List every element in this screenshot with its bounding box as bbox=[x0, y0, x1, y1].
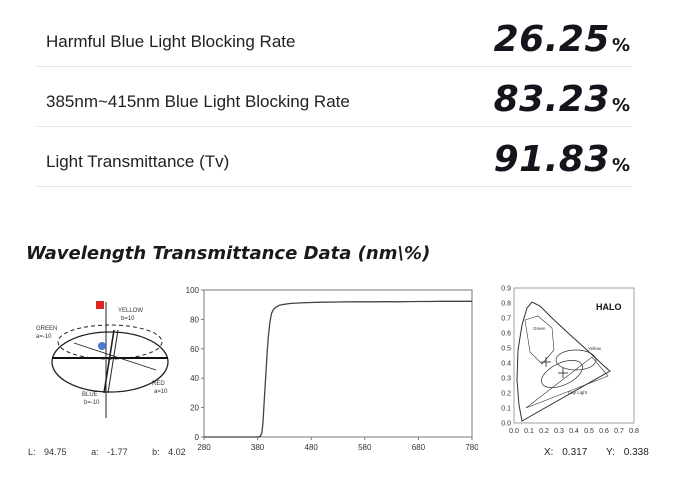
x-tick-label: 280 bbox=[197, 443, 211, 452]
x-tick-label: 680 bbox=[412, 443, 426, 452]
metric-value: 91.83% bbox=[494, 139, 630, 180]
cie-x-tick-label: 0.6 bbox=[599, 428, 609, 435]
inner-triangle bbox=[525, 356, 609, 409]
cie-x-tick-label: 0.1 bbox=[524, 428, 534, 435]
y-tick-label: 40 bbox=[190, 374, 199, 383]
yellow-label: YELLOW bbox=[118, 308, 143, 314]
metric-row-385-415nm: 385nm~415nm Blue Light Blocking Rate 83.… bbox=[36, 66, 632, 127]
cie-x-tick-label: 0.8 bbox=[629, 428, 639, 435]
blue-label: BLUE bbox=[82, 392, 98, 398]
metric-unit: % bbox=[611, 35, 630, 56]
cie-y-tick-label: 0.7 bbox=[501, 316, 511, 323]
y-tick-label: 60 bbox=[190, 345, 199, 354]
metric-label: 385nm~415nm Blue Light Blocking Rate bbox=[46, 92, 350, 111]
y-tick-label: 80 bbox=[190, 315, 199, 324]
b-value: 4.02 bbox=[168, 447, 186, 457]
green-value: a=-10 bbox=[36, 334, 52, 340]
blue-yellow-axis bbox=[103, 329, 115, 394]
cie-x-tick-label: 0.2 bbox=[539, 428, 549, 435]
lightness-marker bbox=[96, 301, 104, 309]
yellow-region-label: Yellow bbox=[588, 346, 602, 351]
b-label: b: bbox=[152, 447, 160, 457]
metric-row-harmful-blue-light: Harmful Blue Light Blocking Rate 26.25% bbox=[36, 6, 632, 67]
cie-chromaticity-diagram: 0.0 0.1 0.2 0.3 0.4 0.5 0.6 0.7 0.8 0.9 0.0 0.1 0.2… bbox=[501, 286, 639, 436]
cie-x-tick-label: 0.7 bbox=[614, 428, 624, 435]
plot-area bbox=[203, 289, 473, 438]
sample-point-marker bbox=[98, 342, 106, 350]
metric-label: Light Transmittance (Tv) bbox=[46, 152, 230, 171]
lab-readout: L: 94.75 a: -1.77 b: 4.02 bbox=[28, 447, 186, 457]
l-value: 94.75 bbox=[44, 447, 67, 457]
cie-x-tick-label: 0.3 bbox=[554, 428, 564, 435]
cie-y-tick-label: 0.5 bbox=[501, 346, 511, 353]
green-red-axis bbox=[73, 342, 157, 371]
cie-y-tick-label: 0.3 bbox=[501, 376, 511, 383]
y-tick-label: 0 bbox=[195, 433, 200, 442]
y-label: Y: bbox=[606, 447, 615, 458]
cie-x-tick-label: 0.5 bbox=[584, 428, 594, 435]
metric-number: 26.25 bbox=[493, 19, 610, 60]
cie-plot-area bbox=[513, 287, 635, 424]
cie-x-tick-label: 0.4 bbox=[569, 428, 579, 435]
l-label: L: bbox=[28, 447, 36, 457]
metric-unit: % bbox=[611, 95, 630, 116]
metric-unit: % bbox=[611, 155, 630, 176]
yellow-value: b=10 bbox=[121, 316, 135, 322]
red-value: a=10 bbox=[154, 389, 168, 395]
spectral-locus bbox=[516, 301, 611, 422]
cie-y-tick-label: 0.9 bbox=[501, 286, 511, 293]
x-label: X: bbox=[544, 447, 554, 458]
blue-yellow-axis-2 bbox=[107, 329, 119, 394]
transmittance-line-chart: 0 20 40 60 80 100 280 380 480 580 680 780 bbox=[186, 286, 478, 452]
cie-brand: HALO bbox=[596, 302, 622, 312]
y-value: 0.338 bbox=[623, 447, 649, 458]
yellow-region bbox=[555, 349, 597, 371]
x-tick-label: 380 bbox=[251, 443, 265, 452]
cie-y-tick-label: 0.0 bbox=[501, 421, 511, 428]
metric-value: 83.23% bbox=[494, 79, 630, 120]
section-title: Wavelength Transmittance Data (nm\%) bbox=[26, 243, 431, 264]
y-tick-label: 100 bbox=[186, 286, 200, 295]
green-region-label: Green bbox=[533, 326, 546, 331]
green-label: GREEN bbox=[36, 326, 57, 332]
green-region bbox=[524, 315, 555, 365]
y-tick-label: 20 bbox=[190, 404, 199, 413]
metric-label: Harmful Blue Light Blocking Rate bbox=[46, 32, 296, 51]
metric-row-light-transmittance: Light Transmittance (Tv) 91.83% bbox=[36, 126, 632, 187]
cie-y-tick-label: 0.8 bbox=[501, 301, 511, 308]
cie-x-tick-label: 0.0 bbox=[509, 428, 519, 435]
x-tick-label: 780 bbox=[465, 443, 478, 452]
a-label: a: bbox=[91, 447, 99, 457]
metric-value: 26.25% bbox=[494, 19, 630, 60]
metric-number: 91.83 bbox=[493, 139, 610, 180]
x-tick-label: 580 bbox=[358, 443, 372, 452]
daylight-region-label: Day Light bbox=[568, 390, 588, 395]
cie-y-tick-label: 0.2 bbox=[501, 391, 511, 398]
x-value: 0.317 bbox=[562, 447, 588, 458]
cie-y-tick-label: 0.1 bbox=[501, 406, 511, 413]
lab-color-space-diagram: YELLOW b=10 GREEN a=-10 RED a=10 BLUE b=… bbox=[36, 301, 169, 418]
cie-y-tick-label: 0.6 bbox=[501, 331, 511, 338]
cie-y-tick-label: 0.4 bbox=[501, 361, 511, 368]
transmittance-series-line bbox=[204, 300, 472, 438]
metric-number: 83.23 bbox=[493, 79, 610, 120]
ab-plane-ellipse bbox=[51, 331, 169, 393]
x-tick-label: 480 bbox=[305, 443, 319, 452]
red-label: RED bbox=[152, 381, 165, 387]
blue-value: b=-10 bbox=[84, 400, 100, 406]
a-value: -1.77 bbox=[107, 447, 128, 457]
cie-readout: X: 0.317 Y: 0.338 bbox=[544, 447, 649, 458]
